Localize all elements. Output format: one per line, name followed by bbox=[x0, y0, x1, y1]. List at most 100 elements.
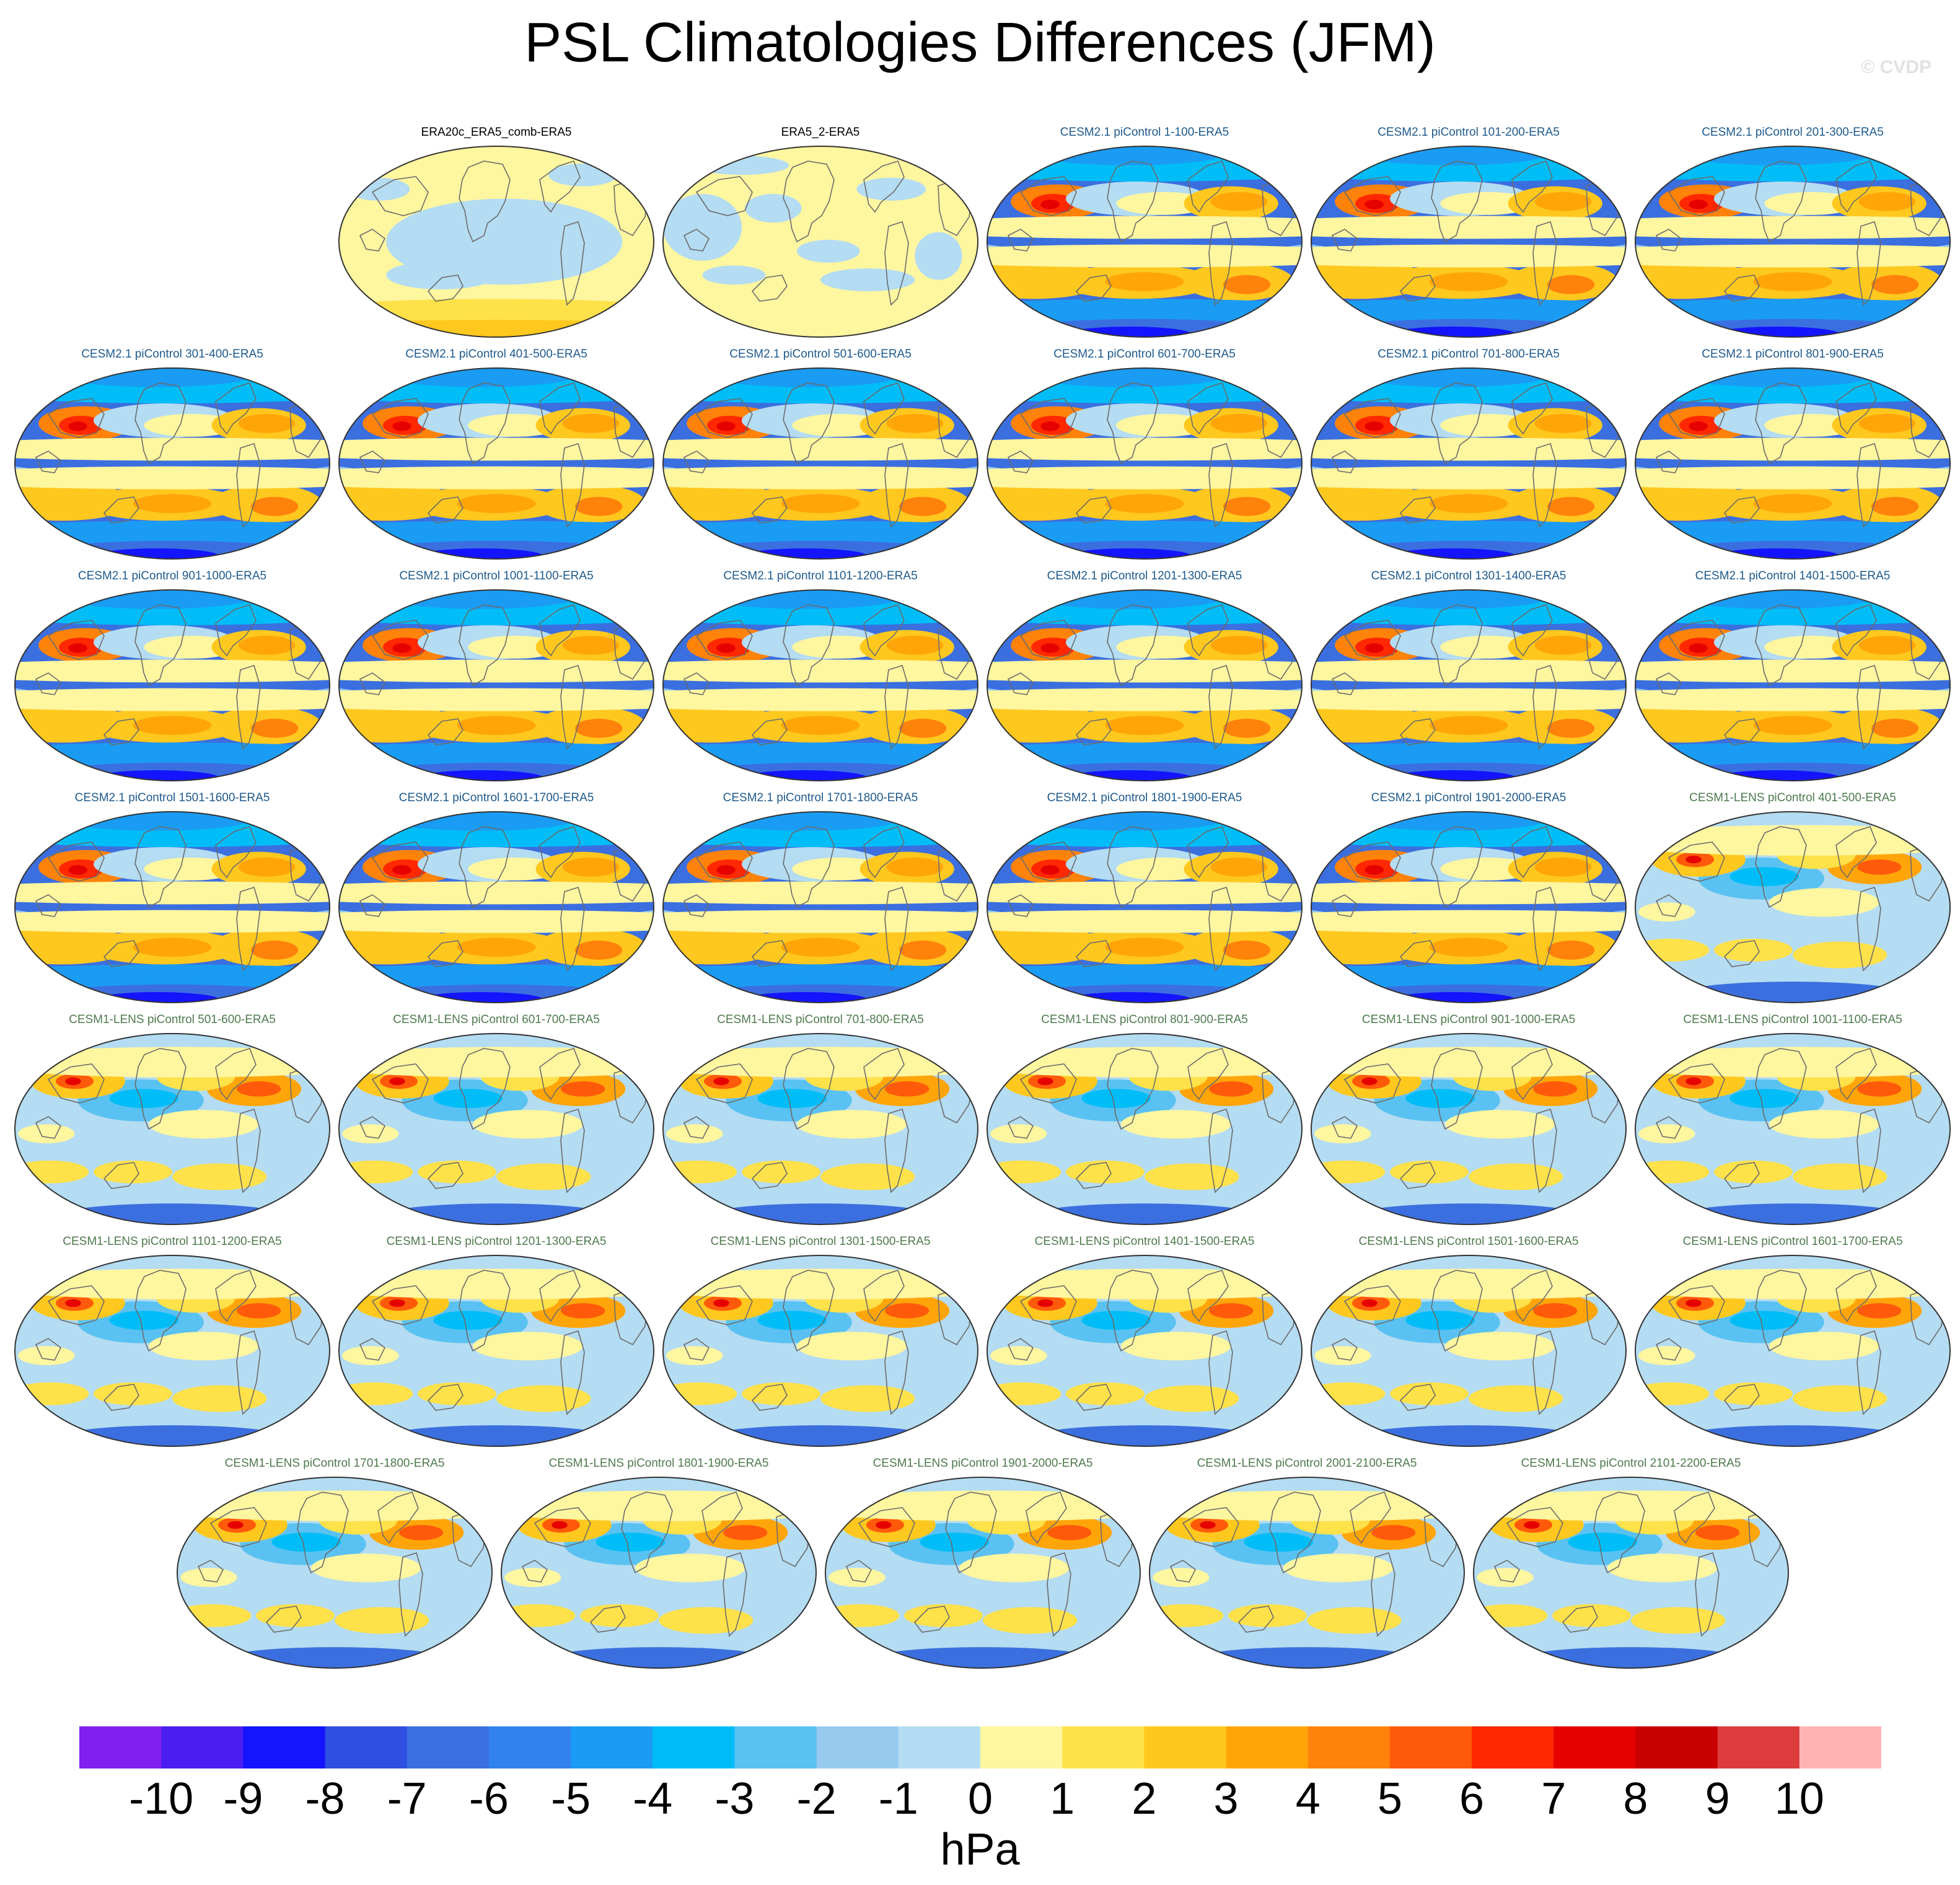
map-panel: CESM2.1 piControl 1601-1700-ERA5 bbox=[335, 789, 657, 1003]
colorbar-segment bbox=[407, 1726, 490, 1769]
map-panel: CESM1-LENS piControl 1601-1700-ERA5 bbox=[1632, 1233, 1954, 1447]
psl-anomaly-region bbox=[820, 1163, 915, 1190]
colorbar-segment bbox=[816, 1726, 899, 1769]
panel-map bbox=[662, 1255, 978, 1447]
psl-anomaly-region bbox=[886, 413, 944, 433]
psl-anomaly-region bbox=[561, 1303, 605, 1319]
psl-anomaly-region bbox=[990, 1124, 1047, 1144]
colorbar-segment bbox=[571, 1726, 653, 1769]
map-panel: CESM2.1 piControl 601-700-ERA5 bbox=[983, 346, 1306, 560]
psl-anomaly-region bbox=[496, 1163, 591, 1190]
psl-anomaly-region bbox=[885, 1081, 929, 1097]
psl-anomaly-region bbox=[666, 1346, 723, 1366]
psl-anomaly-region bbox=[987, 437, 1302, 461]
psl-anomaly-region bbox=[1210, 413, 1268, 433]
psl-anomaly-region bbox=[561, 1081, 605, 1097]
psl-anomaly-region bbox=[1753, 494, 1832, 514]
psl-anomaly-region bbox=[1145, 1385, 1239, 1412]
coastlines bbox=[683, 826, 973, 972]
psl-anomaly-region bbox=[133, 938, 212, 957]
panel-map bbox=[1311, 367, 1627, 560]
map-panel: CESM2.1 piControl 1501-1600-ERA5 bbox=[11, 789, 333, 1003]
psl-anomaly-region bbox=[172, 1163, 267, 1190]
colorbar bbox=[79, 1726, 1881, 1769]
psl-anomaly-region bbox=[1521, 1647, 1741, 1668]
map-outline bbox=[338, 146, 654, 338]
psl-anomaly-region bbox=[386, 368, 575, 387]
psl-anomaly-region bbox=[1081, 1089, 1151, 1109]
psl-anomaly-region bbox=[1534, 191, 1592, 211]
psl-anomaly-region bbox=[1547, 940, 1595, 960]
psl-anomaly-region bbox=[238, 635, 296, 655]
map-outline bbox=[338, 1255, 654, 1447]
psl-anomaly-region bbox=[1635, 466, 1950, 490]
psl-anomaly-region bbox=[68, 421, 87, 431]
coastlines bbox=[1655, 1270, 1945, 1415]
psl-anomaly-region bbox=[94, 992, 220, 1003]
panel-title: ERA20c_ERA5_comb-ERA5 bbox=[421, 126, 572, 139]
psl-anomaly-region bbox=[745, 194, 802, 223]
colorbar-segment bbox=[243, 1726, 326, 1769]
panel-map bbox=[1311, 811, 1627, 1003]
colorbar-segment bbox=[1553, 1726, 1636, 1769]
coastlines bbox=[359, 382, 649, 528]
panel-title: CESM2.1 piControl 1401-1500-ERA5 bbox=[1695, 569, 1891, 582]
psl-anomaly-region bbox=[1857, 1303, 1902, 1319]
map-outline bbox=[177, 1477, 493, 1669]
psl-anomaly-region bbox=[1429, 272, 1508, 292]
panel-map bbox=[338, 146, 654, 338]
panel-map bbox=[987, 589, 1303, 781]
psl-anomaly-region bbox=[987, 244, 1302, 268]
panel-map bbox=[1473, 1477, 1789, 1669]
psl-anomaly-region bbox=[180, 1568, 237, 1588]
psl-anomaly-region bbox=[1793, 1385, 1887, 1412]
psl-anomaly-region bbox=[713, 1299, 729, 1307]
psl-anomaly-region bbox=[1858, 413, 1916, 433]
psl-anomaly-region bbox=[663, 688, 978, 711]
panel-title: CESM1-LENS piControl 801-900-ERA5 bbox=[1041, 1013, 1248, 1026]
psl-anomaly-region bbox=[339, 659, 654, 683]
psl-anomaly-region bbox=[472, 1332, 583, 1361]
psl-anomaly-region bbox=[1635, 216, 1950, 239]
map-panel: CESM2.1 piControl 1901-2000-ERA5 bbox=[1307, 789, 1630, 1003]
psl-anomaly-region bbox=[15, 881, 330, 905]
psl-anomaly-region bbox=[562, 635, 620, 655]
psl-anomaly-region bbox=[742, 992, 868, 1003]
psl-anomaly-region bbox=[68, 865, 87, 875]
coastlines bbox=[1331, 1048, 1621, 1193]
psl-anomaly-region bbox=[501, 1604, 576, 1627]
psl-anomaly-region bbox=[339, 1160, 413, 1184]
psl-anomaly-region bbox=[710, 1425, 931, 1446]
psl-anomaly-region bbox=[742, 1382, 820, 1405]
map-outline bbox=[987, 146, 1303, 338]
panel-map bbox=[14, 1033, 330, 1225]
psl-anomaly-region bbox=[177, 1604, 252, 1627]
panel-map bbox=[14, 811, 330, 1003]
panel-title: CESM2.1 piControl 301-400-ERA5 bbox=[81, 348, 263, 361]
map-panel: CESM2.1 piControl 401-500-ERA5 bbox=[335, 346, 657, 560]
psl-anomaly-region bbox=[710, 1203, 931, 1224]
colorbar-tick-label: -2 bbox=[796, 1774, 837, 1824]
psl-anomaly-region bbox=[1714, 548, 1840, 559]
psl-anomaly-region bbox=[62, 1425, 283, 1446]
psl-anomaly-region bbox=[987, 659, 1302, 683]
map-panel: CESM1-LENS piControl 2001-2100-ERA5 bbox=[1146, 1455, 1468, 1669]
coastlines bbox=[359, 160, 649, 306]
coastlines bbox=[1655, 826, 1945, 972]
coastlines bbox=[197, 1492, 487, 1637]
psl-anomaly-region bbox=[1040, 421, 1060, 431]
map-panel: CESM1-LENS piControl 901-1000-ERA5 bbox=[1307, 1011, 1630, 1225]
psl-anomaly-region bbox=[389, 1299, 405, 1307]
psl-anomaly-region bbox=[1685, 1077, 1702, 1086]
panel-map bbox=[1311, 1033, 1627, 1225]
psl-anomaly-region bbox=[1635, 1382, 1710, 1405]
psl-anomaly-region bbox=[1682, 590, 1871, 609]
psl-anomaly-region bbox=[987, 881, 1302, 905]
psl-anomaly-region bbox=[1390, 1382, 1469, 1405]
colorbar-segment bbox=[325, 1726, 408, 1769]
psl-anomaly-region bbox=[663, 437, 978, 461]
psl-anomaly-region bbox=[781, 716, 860, 736]
psl-anomaly-region bbox=[1689, 421, 1708, 431]
panel-title: CESM1-LENS piControl 1701-1800-ERA5 bbox=[224, 1457, 445, 1470]
psl-anomaly-region bbox=[987, 216, 1302, 239]
